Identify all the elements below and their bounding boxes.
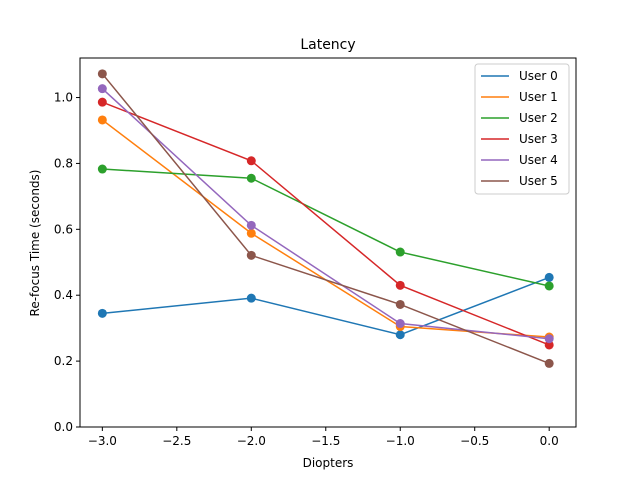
legend-label: User 2: [519, 111, 558, 125]
data-point: [395, 319, 405, 329]
y-tick-label: 0.8: [54, 156, 73, 170]
data-point: [97, 84, 107, 94]
y-tick-label: 0.2: [54, 354, 73, 368]
legend-label: User 4: [519, 153, 558, 167]
data-point: [544, 358, 554, 368]
data-point: [246, 220, 256, 230]
y-tick-label: 1.0: [54, 91, 73, 105]
data-point: [544, 272, 554, 282]
series-user-0: [97, 272, 554, 340]
y-tick-label: 0.0: [54, 420, 73, 434]
x-tick-label: −2.5: [162, 434, 191, 448]
legend-label: User 1: [519, 90, 558, 104]
data-point: [395, 280, 405, 290]
legend-item: User 1: [481, 90, 558, 104]
data-point: [395, 247, 405, 257]
y-axis-label: Re-focus Time (seconds): [28, 170, 42, 317]
data-point: [97, 69, 107, 79]
legend-item: User 4: [481, 153, 558, 167]
legend: User 0 User 1 User 2 User 3 User 4 User 5: [474, 63, 570, 195]
data-point: [97, 308, 107, 318]
data-point: [246, 156, 256, 166]
series-line: [101, 88, 550, 340]
series-line: [102, 276, 550, 336]
y-tick-label: 0.6: [54, 222, 73, 236]
data-point: [246, 250, 256, 260]
legend-label: User 5: [519, 174, 558, 188]
x-tick-label: −1.5: [311, 434, 340, 448]
plot-area: −3.0 −2.5 −2.0 −1.5 −1.0 −0.5 0.0 0.0 0.2 0.4 0.6 0…: [54, 57, 577, 448]
data-point: [246, 293, 256, 303]
legend-label: User 0: [519, 69, 558, 83]
data-point: [395, 330, 405, 340]
data-point: [395, 299, 405, 309]
data-point: [246, 228, 256, 238]
legend-item: User 3: [481, 132, 558, 146]
data-point: [97, 164, 107, 174]
legend-item: User 5: [481, 174, 558, 188]
data-point: [97, 97, 107, 107]
x-tick-label: −0.5: [460, 434, 489, 448]
x-tick-label: −1.0: [386, 434, 415, 448]
series-user-4: [97, 84, 554, 344]
chart-title: Latency: [300, 37, 355, 53]
legend-item: User 0: [481, 69, 558, 83]
data-point: [246, 173, 256, 183]
legend-label: User 3: [519, 132, 558, 146]
series-user-5: [97, 69, 554, 368]
x-tick-label: −3.0: [88, 434, 117, 448]
data-point: [97, 115, 107, 125]
series-line: [101, 73, 550, 365]
data-point: [544, 340, 554, 350]
y-tick-label: 0.4: [54, 288, 73, 302]
series-user-2: [97, 164, 554, 291]
data-point: [544, 281, 554, 291]
series-user-3: [97, 97, 554, 350]
series-line: [102, 168, 550, 287]
x-axis-label: Diopters: [303, 456, 354, 470]
x-tick-label: −2.0: [237, 434, 266, 448]
legend-item: User 2: [481, 111, 558, 125]
series-line: [102, 101, 550, 346]
x-tick-label: 0.0: [540, 434, 559, 448]
data-point: [544, 334, 554, 344]
plot-frame: [79, 57, 577, 428]
